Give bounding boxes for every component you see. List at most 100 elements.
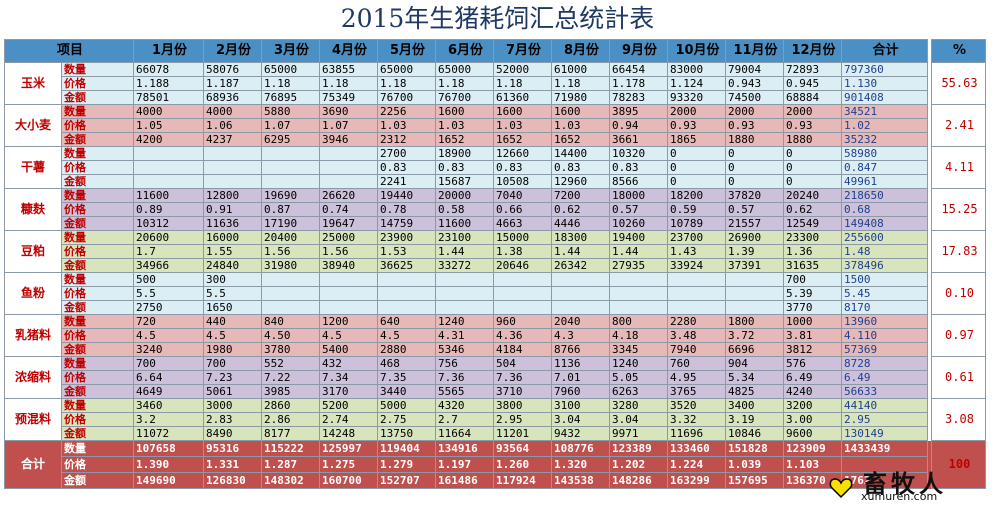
value-cell: 0.93 — [783, 118, 842, 133]
value-cell: 3946 — [319, 132, 378, 147]
value-cell: 5346 — [435, 342, 494, 357]
table-row: 价格 0.83 0.83 0.83 0.83 0.83 0 0 0 0.847 — [5, 160, 986, 175]
value-cell: 0.94 — [609, 118, 668, 133]
value-cell: 0 — [667, 160, 726, 175]
value-cell: 4320 — [435, 398, 494, 413]
value-cell: 4.31 — [435, 328, 494, 343]
value-cell: 760 — [667, 356, 726, 371]
spacer-cell — [927, 258, 932, 273]
value-cell: 5200 — [319, 398, 378, 413]
table-row: 金额 4200 4237 6295 3946 2312 1652 1652 1652 3661 18… — [5, 132, 986, 147]
value-cell: 576 — [783, 356, 842, 371]
value-cell: 0.89 — [133, 202, 204, 217]
value-cell: 1.124 — [667, 76, 726, 91]
value-cell: 2040 — [551, 314, 610, 329]
value-cell: 2000 — [667, 104, 726, 119]
table-row: 金额 3240 1980 3780 5400 2880 5346 4184 8766 3345 79… — [5, 342, 986, 357]
value-cell: 20000 — [435, 188, 494, 203]
total-cell: 218650 — [841, 188, 928, 203]
spacer-cell — [927, 216, 932, 231]
percent-cell: 3.08 — [931, 398, 986, 441]
value-cell: 3780 — [261, 342, 320, 357]
value-cell: 18000 — [609, 188, 668, 203]
table-row: 金额 11072 8490 8177 14248 13750 11664 11201 9432 9… — [5, 426, 986, 441]
value-cell: 0.91 — [203, 202, 262, 217]
value-cell: 3661 — [609, 132, 668, 147]
value-cell: 1.7 — [133, 244, 204, 259]
value-cell: 78501 — [133, 90, 204, 105]
value-cell: 1.202 — [609, 456, 668, 473]
logo-name: 畜牧人 — [863, 469, 947, 498]
spacer-cell — [927, 244, 932, 259]
value-cell: 0.87 — [261, 202, 320, 217]
value-cell: 33924 — [667, 258, 726, 273]
value-cell: 7.23 — [203, 370, 262, 385]
value-cell: 4649 — [133, 384, 204, 399]
value-cell: 3.72 — [725, 328, 784, 343]
value-cell: 1880 — [725, 132, 784, 147]
column-header: 6月份 — [435, 39, 494, 63]
xumuren-logo: 畜牧人 xumuren.com — [825, 466, 995, 509]
value-cell: 1240 — [609, 356, 668, 371]
value-cell: 2280 — [667, 314, 726, 329]
value-cell: 0.57 — [725, 202, 784, 217]
value-cell: 7040 — [493, 188, 552, 203]
value-cell: 2.75 — [377, 412, 436, 427]
value-cell: 1.03 — [493, 118, 552, 133]
value-cell: 133460 — [667, 440, 726, 457]
value-cell: 4184 — [493, 342, 552, 357]
total-cell: 56633 — [841, 384, 928, 399]
value-cell — [319, 174, 378, 189]
value-cell: 160700 — [319, 472, 378, 489]
metric-label: 数量 — [61, 230, 134, 245]
total-cell: 378496 — [841, 258, 928, 273]
value-cell: 143538 — [551, 472, 610, 489]
value-cell: 2.7 — [435, 412, 494, 427]
metric-label: 价格 — [61, 412, 134, 427]
value-cell: 1136 — [551, 356, 610, 371]
spacer-cell — [927, 202, 932, 217]
metric-label: 数量 — [61, 104, 134, 119]
spacer-cell — [927, 286, 932, 301]
value-cell: 2000 — [725, 104, 784, 119]
value-cell — [435, 272, 494, 287]
value-cell: 13750 — [377, 426, 436, 441]
value-cell: 0.83 — [551, 160, 610, 175]
value-cell: 8566 — [609, 174, 668, 189]
value-cell: 33272 — [435, 258, 494, 273]
value-cell: 1240 — [435, 314, 494, 329]
value-cell: 0 — [783, 160, 842, 175]
value-cell: 1.178 — [609, 76, 668, 91]
value-cell: 1.103 — [783, 456, 842, 473]
table-row: 价格 0.89 0.91 0.87 0.74 0.78 0.58 0.66 0.62 0.57 0.… — [5, 202, 986, 217]
value-cell: 4240 — [783, 384, 842, 399]
value-cell: 1.03 — [377, 118, 436, 133]
value-cell: 78283 — [609, 90, 668, 105]
value-cell — [377, 272, 436, 287]
value-cell: 76700 — [435, 90, 494, 105]
value-cell: 5.5 — [203, 286, 262, 301]
value-cell: 5.5 — [133, 286, 204, 301]
table-row: 浓缩料 数量 700 700 552 432 468 756 504 1136 1240 760 904… — [4, 356, 986, 399]
spacer-cell — [927, 300, 932, 315]
value-cell: 4.5 — [377, 328, 436, 343]
value-cell: 4.95 — [667, 370, 726, 385]
value-cell: 1.03 — [551, 118, 610, 133]
value-cell: 700 — [203, 356, 262, 371]
metric-label: 价格 — [61, 76, 134, 91]
value-cell: 1650 — [203, 300, 262, 315]
value-cell: 18300 — [551, 230, 610, 245]
value-cell: 640 — [377, 314, 436, 329]
table-row: 价格 1.188 1.187 1.18 1.18 1.18 1.18 1.18 1.18 1.17… — [5, 76, 986, 91]
percent-cell: 0.10 — [931, 272, 986, 315]
value-cell: 2.74 — [319, 412, 378, 427]
value-cell: 23700 — [667, 230, 726, 245]
total-cell: 13960 — [841, 314, 928, 329]
table-row: 金额 78501 68936 76895 75349 76700 76700 61360 719… — [5, 90, 986, 105]
value-cell: 3.2 — [133, 412, 204, 427]
value-cell — [493, 272, 552, 287]
metric-label: 金额 — [61, 300, 134, 315]
value-cell — [667, 272, 726, 287]
value-cell: 0.66 — [493, 202, 552, 217]
metric-label: 金额 — [61, 472, 134, 489]
